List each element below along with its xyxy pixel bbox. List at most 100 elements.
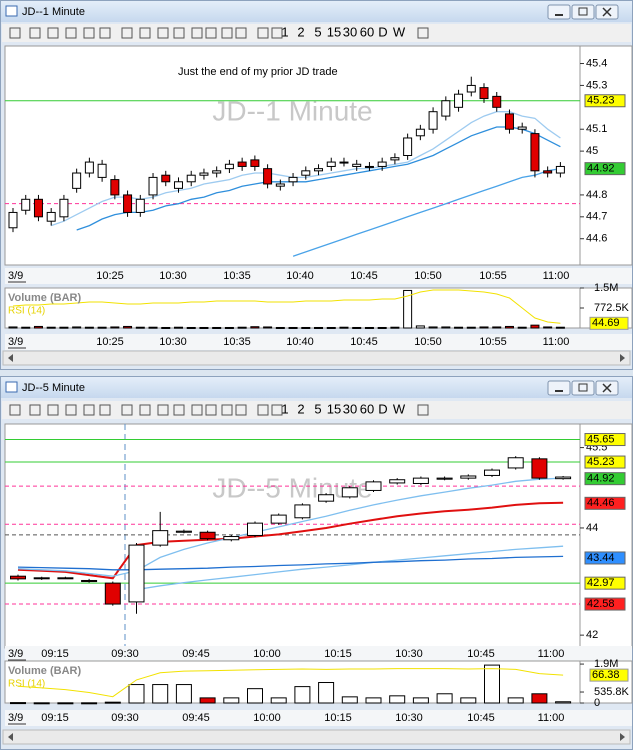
volume-bar — [543, 326, 553, 329]
toolbar-icon[interactable] — [139, 404, 151, 416]
toolbar-icon[interactable] — [121, 404, 133, 416]
toolbar-icon[interactable] — [191, 404, 203, 416]
maximize-glyph — [578, 383, 588, 392]
candle-body — [543, 170, 553, 174]
toolbar-button[interactable]: 5 — [314, 401, 321, 416]
scroll-right[interactable] — [620, 733, 625, 741]
toolbar-icon[interactable] — [29, 404, 41, 416]
volume-label: Volume (BAR) — [8, 665, 81, 677]
toolbar-icon[interactable] — [257, 27, 269, 39]
candle-body — [339, 161, 349, 164]
toolbar-icon[interactable] — [29, 27, 41, 39]
toolbar-icon[interactable] — [65, 27, 77, 39]
toolbar-icon[interactable] — [9, 27, 21, 39]
volume-bar — [33, 325, 43, 329]
toolbar-icon[interactable] — [47, 404, 59, 416]
toolbar-button[interactable]: D — [378, 24, 387, 39]
candle-body — [318, 494, 335, 502]
toolbar-icon[interactable] — [271, 404, 283, 416]
toolbar-icon[interactable] — [9, 404, 21, 416]
volume-bar — [507, 697, 524, 704]
toolbar-icon[interactable] — [221, 27, 233, 39]
toolbar-button[interactable]: 2 — [297, 24, 304, 39]
volume-bar — [161, 326, 171, 329]
toolbar-icon[interactable] — [205, 404, 217, 416]
title-bar — [1, 1, 632, 22]
toolbar-button[interactable]: W — [393, 401, 406, 416]
volume-bar — [237, 326, 247, 329]
toolbar-button[interactable]: D — [378, 401, 387, 416]
toolbar-icon[interactable] — [271, 27, 283, 39]
toolbar-icon[interactable] — [257, 404, 269, 416]
toolbar-icon[interactable] — [121, 27, 133, 39]
toolbar-icon[interactable] — [157, 404, 169, 416]
toolbar-button[interactable]: 60 — [360, 401, 374, 416]
toolbar-button[interactable]: 30 — [343, 24, 357, 39]
toolbar-icon[interactable] — [65, 404, 77, 416]
toolbar-icon[interactable] — [221, 404, 233, 416]
time-axis — [5, 268, 632, 284]
volume-bar — [531, 693, 548, 704]
candle-body — [275, 183, 285, 187]
candle-body — [352, 163, 362, 167]
candle-body — [175, 530, 192, 533]
window-button[interactable] — [547, 4, 571, 20]
volume-bar — [389, 695, 406, 704]
x-tick-label: 10:15 — [324, 648, 352, 660]
toolbar-button[interactable]: W — [393, 24, 406, 39]
candle-body — [186, 174, 196, 183]
scrollbar[interactable] — [2, 350, 631, 366]
scroll-left[interactable] — [8, 354, 13, 362]
candle-body — [294, 504, 311, 519]
candle-body — [412, 477, 429, 484]
scroll-left[interactable] — [8, 733, 13, 741]
toolbar-icon[interactable] — [173, 27, 185, 39]
moving-average — [17, 501, 564, 580]
candle-body — [530, 133, 540, 172]
window-button[interactable] — [571, 380, 595, 396]
toolbar-icon[interactable] — [205, 27, 217, 39]
candle-body — [10, 575, 26, 580]
toolbar-button[interactable]: 2 — [297, 401, 304, 416]
price-marker-label: 42.97 — [587, 577, 615, 589]
candle-body — [441, 100, 451, 117]
toolbar-button[interactable]: 1 — [281, 401, 288, 416]
volume-bar — [57, 702, 74, 705]
candle-body — [123, 194, 133, 213]
y-tick-label: 45.1 — [586, 123, 607, 135]
volume-bar — [224, 326, 234, 329]
toolbar-button[interactable]: 30 — [343, 401, 357, 416]
toolbar-button[interactable]: 15 — [327, 24, 341, 39]
toolbar-icon[interactable] — [47, 27, 59, 39]
scrollbar[interactable] — [2, 729, 631, 745]
window-button[interactable] — [571, 4, 595, 20]
toolbar-icon[interactable] — [83, 27, 95, 39]
candle-body — [152, 530, 169, 546]
toolbar-icon[interactable] — [157, 27, 169, 39]
toolbar-icon[interactable] — [99, 27, 111, 39]
close-glyph — [602, 7, 612, 17]
volume-bar — [479, 326, 489, 329]
volume-bar — [104, 701, 121, 704]
volume-bar — [365, 697, 382, 704]
x-tick-label: 10:55 — [479, 270, 507, 282]
toolbar-icon[interactable] — [235, 404, 247, 416]
candle-body — [173, 181, 183, 189]
toolbar-icon[interactable] — [139, 27, 151, 39]
window-button[interactable] — [547, 380, 571, 396]
toolbar-button[interactable]: 60 — [360, 24, 374, 39]
toolbar-icon[interactable] — [417, 27, 429, 39]
toolbar-icon[interactable] — [191, 27, 203, 39]
toolbar-icon[interactable] — [83, 404, 95, 416]
toolbar-icon[interactable] — [235, 27, 247, 39]
toolbar-button[interactable]: 5 — [314, 24, 321, 39]
scroll-right[interactable] — [620, 354, 625, 362]
price-marker-label: 45.23 — [587, 95, 615, 107]
toolbar-icon[interactable] — [173, 404, 185, 416]
toolbar-icon[interactable] — [417, 404, 429, 416]
toolbar-button[interactable]: 15 — [327, 401, 341, 416]
candle-body — [104, 582, 121, 605]
toolbar-button[interactable]: 1 — [281, 24, 288, 39]
y-tick-label: 1.9M — [594, 658, 618, 670]
toolbar-icon[interactable] — [99, 404, 111, 416]
